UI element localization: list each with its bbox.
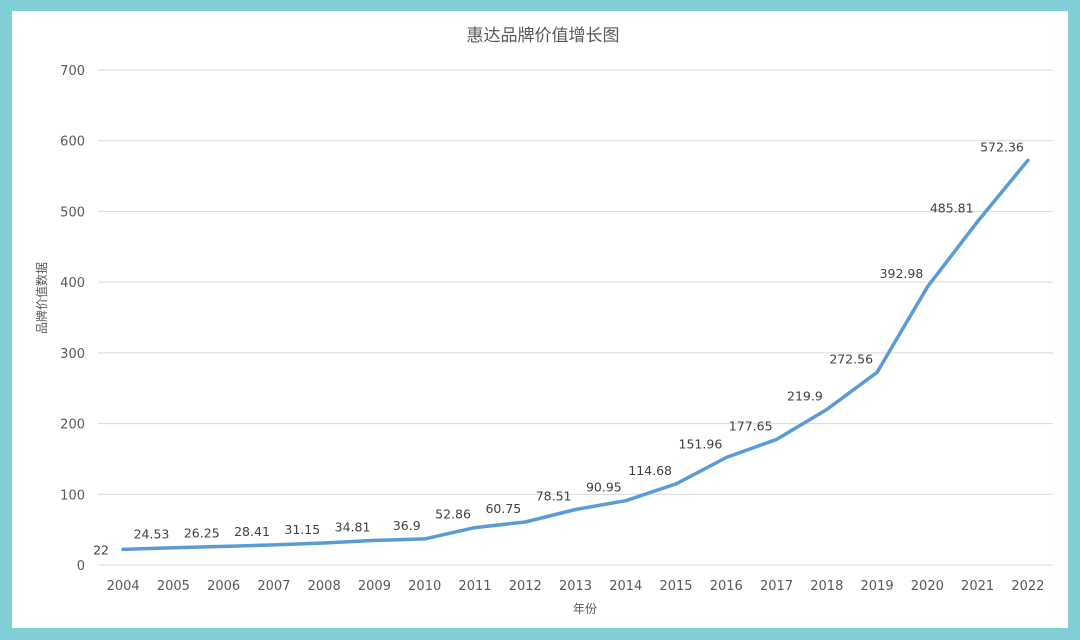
series-group bbox=[121, 158, 1030, 552]
x-tick-label: 2011 bbox=[458, 579, 491, 594]
y-tick-label: 400 bbox=[60, 276, 85, 291]
x-tick-label: 2007 bbox=[257, 579, 290, 594]
x-tick-label: 2012 bbox=[509, 579, 542, 594]
gridlines bbox=[98, 69, 1053, 566]
y-tick-label: 200 bbox=[60, 418, 85, 433]
data-label: 26.25 bbox=[184, 525, 220, 540]
x-tick-label: 2008 bbox=[308, 579, 341, 594]
x-tick-label: 2021 bbox=[961, 579, 994, 594]
y-axis-label: 品牌价值数据 bbox=[34, 262, 49, 334]
x-tick-label: 2006 bbox=[207, 579, 240, 594]
data-label: 272.56 bbox=[829, 351, 873, 366]
data-label: 36.9 bbox=[393, 518, 421, 533]
x-tick-label: 2010 bbox=[408, 579, 441, 594]
data-label: 114.68 bbox=[628, 463, 672, 478]
data-label: 151.96 bbox=[679, 437, 723, 452]
data-label: 485.81 bbox=[930, 200, 974, 215]
x-tick-label: 2017 bbox=[760, 579, 793, 594]
data-label: 34.81 bbox=[335, 519, 371, 534]
y-tick-label: 700 bbox=[60, 64, 85, 79]
x-tick-label: 2016 bbox=[710, 579, 743, 594]
x-tick-label: 2014 bbox=[609, 579, 642, 594]
y-tick-label: 500 bbox=[60, 205, 85, 220]
x-tick-label: 2022 bbox=[1011, 579, 1044, 594]
data-label: 24.53 bbox=[134, 527, 170, 542]
x-tick-label: 2019 bbox=[861, 579, 894, 594]
x-tick-label: 2018 bbox=[810, 579, 843, 594]
x-axis-label: 年份 bbox=[573, 602, 597, 616]
x-tick-label: 2004 bbox=[107, 579, 140, 594]
y-tick-label: 600 bbox=[60, 135, 85, 150]
data-label: 60.75 bbox=[485, 501, 521, 516]
y-tick-label: 100 bbox=[60, 488, 85, 503]
chart-title: 惠达品牌价值增长图 bbox=[467, 26, 620, 46]
data-labels: 22 24.53 26.25 28.41 31.15 34.81 36.9 52.86 60.7… bbox=[93, 139, 1024, 557]
y-axis-ticks: 0 100 200 300 400 500 600 700 bbox=[60, 64, 85, 574]
data-label: 52.86 bbox=[435, 507, 471, 522]
x-tick-label: 2015 bbox=[659, 579, 692, 594]
y-tick-label: 0 bbox=[77, 559, 85, 574]
x-tick-label: 2005 bbox=[157, 579, 190, 594]
data-label: 28.41 bbox=[234, 524, 270, 539]
data-label: 22 bbox=[93, 542, 109, 557]
x-axis-ticks: 2004 2005 2006 2007 2008 2009 2010 2011 2012 2013… bbox=[107, 579, 1045, 594]
data-label: 78.51 bbox=[536, 488, 572, 503]
data-label: 392.98 bbox=[880, 266, 924, 281]
x-tick-label: 2009 bbox=[358, 579, 391, 594]
x-tick-label: 2020 bbox=[911, 579, 944, 594]
data-label: 177.65 bbox=[729, 418, 773, 433]
series-line bbox=[121, 158, 1030, 552]
x-tick-label: 2013 bbox=[559, 579, 592, 594]
data-label: 31.15 bbox=[284, 522, 320, 537]
data-label: 90.95 bbox=[586, 480, 622, 495]
data-label: 572.36 bbox=[980, 139, 1024, 154]
y-tick-label: 300 bbox=[60, 347, 85, 362]
data-label: 219.9 bbox=[787, 388, 823, 403]
